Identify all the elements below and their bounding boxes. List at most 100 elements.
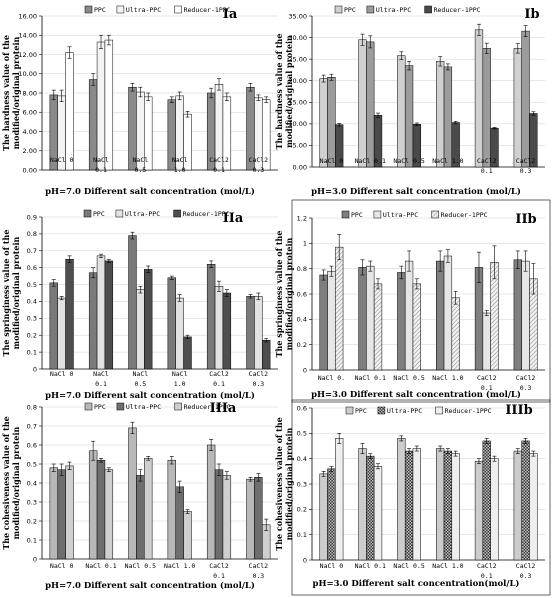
x-tick-label: 0.1: [95, 380, 107, 388]
y-tick-label: 4.00: [23, 128, 37, 136]
panel-title: Ia: [223, 7, 238, 22]
legend: PPC Ultra-PPC Reducer-1PPC: [334, 5, 481, 14]
y-tick-label: 2.00: [23, 147, 37, 155]
x-axis-label: pH=3.0 Different salt concentration (mol…: [311, 186, 521, 197]
bar-reducer-1ppc-2: [104, 260, 114, 370]
bar-reducer-1ppc-1: [335, 438, 344, 561]
x-tick-label: 0.3: [520, 384, 532, 392]
legend-swatch: [373, 210, 382, 219]
x-tick-label: NaCl 1.0: [432, 562, 463, 570]
x-tick-label: NaCl 0: [50, 370, 74, 378]
bar-reducer-1ppc-2: [104, 39, 114, 171]
y-axis-label: modified/original protein: [284, 427, 294, 540]
bar-ultra-ppc-5: [482, 312, 491, 371]
panel-title: IIa: [223, 211, 244, 226]
bar-ppc-5: [474, 29, 484, 168]
y-tick-label: 0.3: [27, 315, 37, 323]
x-axis-label: pH=3.0 Different salt concentration (mol…: [311, 389, 521, 400]
x-tick-label: CaCl2: [209, 156, 229, 164]
bar-ultra-ppc-4: [175, 486, 184, 560]
x-axis-label: pH=3.0 Different salt concentration(mol/…: [313, 578, 520, 589]
y-tick-label: 0.1: [27, 536, 37, 544]
x-tick-label: 1.0: [174, 380, 186, 388]
y-tick-label: 25.00: [288, 55, 307, 63]
y-axis-label: modified/original protein: [284, 35, 294, 148]
y-tick-label: 0.1: [27, 348, 37, 356]
bar-reducer-1ppc-5: [222, 475, 232, 560]
bar-ultra-ppc-1: [57, 469, 66, 560]
panel-title: IIb: [515, 212, 536, 227]
x-tick-label: CaCl2: [477, 562, 497, 570]
bar-ultra-ppc-3: [404, 260, 414, 371]
legend-label: Reducer-1PPC: [183, 210, 230, 218]
bar-reducer-1ppc-2: [373, 466, 383, 561]
x-tick-label: CaCl2: [249, 562, 269, 570]
bar-reducer-1ppc-5: [222, 292, 232, 370]
bar-reducer-1ppc-3: [412, 448, 421, 561]
x-tick-label: 0.3: [252, 572, 264, 580]
y-axis-label: The hardness value of the: [1, 35, 11, 151]
x-tick-label: NaCl 0.1: [355, 157, 386, 165]
y-tick-label: 0.00: [23, 166, 37, 174]
x-tick-label: 0.1: [481, 384, 493, 392]
y-tick-label: 0: [303, 366, 307, 374]
x-tick-label: 0.5: [134, 166, 146, 174]
bar-ppc-2: [358, 267, 367, 371]
bar-ultra-ppc-6: [254, 477, 263, 560]
panel-title: Ib: [524, 7, 539, 22]
bar-ultra-ppc-5: [482, 440, 491, 561]
bar-ultra-ppc-6: [521, 260, 530, 371]
legend-swatch: [84, 402, 93, 411]
x-tick-label: 0.3: [252, 166, 264, 174]
y-tick-label: 0: [33, 365, 37, 373]
x-axis-label: pH=7.0 Different salt concentration (mol…: [45, 186, 255, 197]
legend-label: PPC: [94, 6, 106, 14]
legend: PPC Ultra-PPC Reducer-1PPC: [83, 209, 230, 218]
x-tick-label: CaCl2: [516, 157, 536, 165]
bar-ultra-ppc-5: [482, 48, 491, 168]
y-axis-label: modified/original protein: [11, 236, 21, 349]
x-tick-label: NaCl 0.5: [393, 157, 424, 165]
legend-swatch: [377, 406, 386, 415]
legend-swatch: [435, 406, 443, 415]
panel-title: IIIb: [505, 403, 532, 418]
bar-ultra-ppc-4: [443, 255, 453, 371]
legend-label: Reducer-1PPC: [445, 407, 492, 415]
bar-ultra-ppc-6: [521, 440, 530, 561]
y-axis-label: modified/original protein: [11, 36, 21, 149]
x-tick-label: CaCl2: [477, 374, 497, 382]
x-tick-label: 0.1: [213, 380, 225, 388]
bar-ultra-ppc-1: [57, 297, 66, 370]
x-axis-label: pH=7.0 Different salt concentration (mol…: [45, 390, 255, 401]
y-axis-label: The springiness value of the: [1, 230, 11, 357]
legend-label: PPC: [93, 210, 105, 218]
bar-ultra-ppc-4: [443, 66, 453, 168]
x-tick-label: NaCl 0.1: [355, 374, 386, 382]
x-tick-label: NaCl 1.0: [432, 374, 463, 382]
x-tick-label: NaCl 0: [320, 157, 344, 165]
bar-ultra-ppc-4: [443, 450, 453, 561]
bar-ultra-ppc-3: [136, 289, 145, 370]
legend-label: PPC: [94, 403, 106, 411]
y-tick-label: 30.00: [288, 34, 307, 42]
y-tick-label: 12.00: [18, 51, 37, 59]
bar-reducer-1ppc-2: [104, 469, 114, 560]
bar-ultra-ppc-3: [404, 65, 414, 168]
bar-ultra-ppc-2: [366, 265, 375, 371]
bar-reducer-1ppc-1: [335, 246, 344, 371]
x-tick-label: NaCl: [172, 156, 188, 164]
y-axis-label: The cohesiveness value of the: [274, 417, 284, 550]
y-tick-label: 14.00: [18, 32, 37, 40]
x-tick-label: 0.1: [481, 572, 493, 580]
bar-reducer-1ppc-1: [65, 258, 74, 370]
y-tick-label: 0.4: [297, 455, 307, 463]
x-tick-label: NaCl: [133, 370, 149, 378]
x-tick-label: CaCl2: [249, 370, 269, 378]
x-tick-label: CaCl2: [249, 156, 269, 164]
legend-label: Ultra-PPC: [126, 6, 161, 14]
bar-ppc-2: [358, 448, 367, 561]
bar-ppc-1: [49, 282, 58, 370]
legend-label: Ultra-PPC: [376, 6, 411, 14]
legend-swatch: [116, 5, 125, 14]
bar-ultra-ppc-6: [521, 30, 530, 168]
